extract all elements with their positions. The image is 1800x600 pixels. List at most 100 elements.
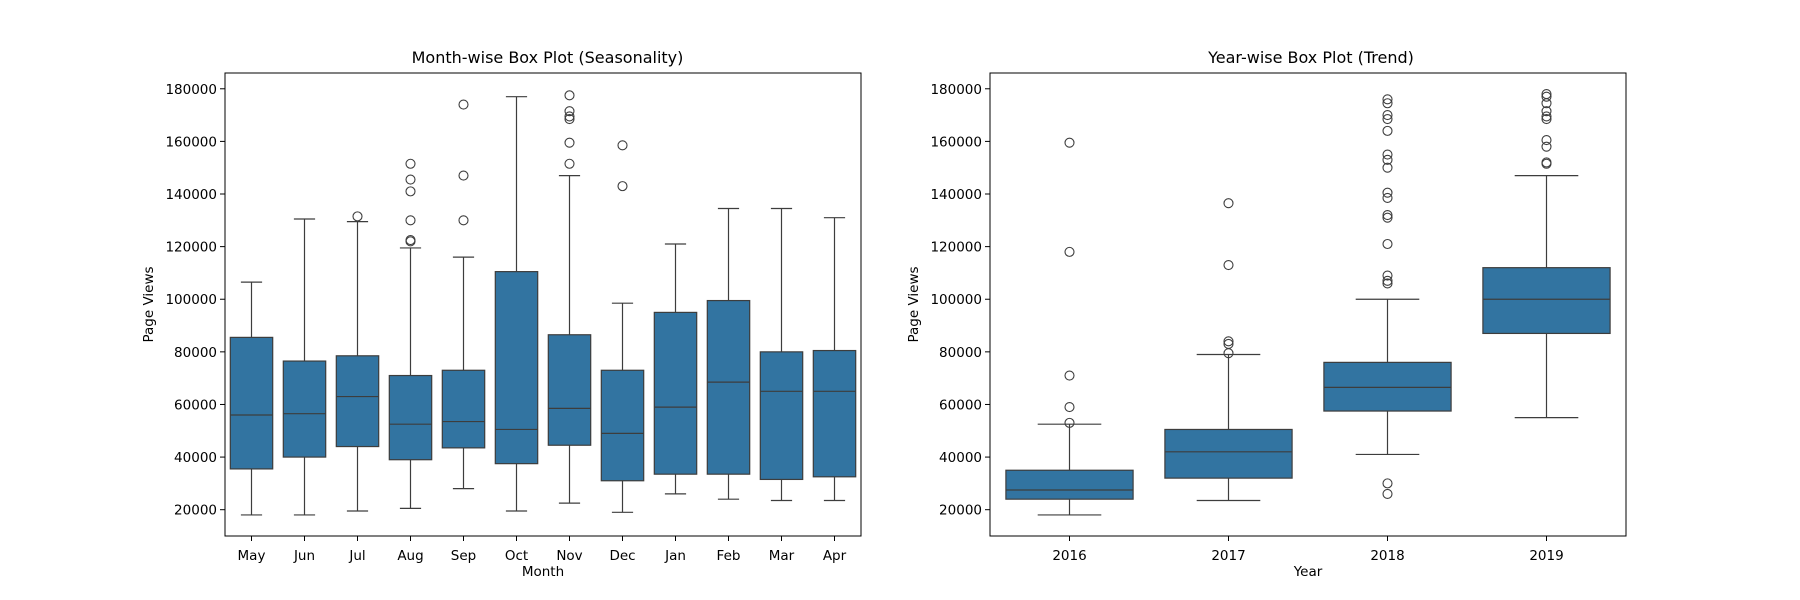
iqr-box [1482,267,1611,335]
box-may [229,281,274,516]
outlier-point [405,234,416,246]
outlier-point [1382,162,1393,173]
outlier-point [1382,278,1393,289]
outlier-point [617,181,628,192]
iqr-box [494,271,539,465]
outlier-point [1382,187,1393,198]
box-aug [388,158,433,509]
axes-frame [989,72,1627,537]
iqr-box [1323,361,1452,412]
outlier-point [564,106,575,117]
x-tick-label: Dec [609,548,635,564]
outlier-point [1064,137,1075,148]
outlier-point [564,111,575,122]
outlier-point [1541,91,1552,102]
iqr-box [441,369,486,449]
box-feb [706,207,751,500]
x-axis-label: Year [1293,564,1323,580]
outlier-point [1382,488,1393,499]
box-2018 [1323,94,1452,499]
box-2019 [1482,88,1611,419]
outlier-point [1541,135,1552,146]
x-tick-label: Jan [664,548,686,564]
x-tick-label: 2018 [1370,548,1404,564]
iqr-box [812,349,857,478]
y-tick-label: 180000 [165,82,217,98]
outlier-point [1223,198,1234,209]
outlier-point [617,140,628,151]
x-tick-label: 2019 [1529,548,1563,564]
x-tick-label: 2017 [1211,548,1245,564]
outlier-point [1382,113,1393,125]
outlier-point [564,158,575,169]
iqr-box [1005,469,1134,500]
x-tick-label: Mar [769,548,795,564]
iqr-box [229,336,274,470]
iqr-box [706,299,751,475]
x-tick-label: 2016 [1052,548,1086,564]
outlier-point [1064,402,1075,413]
box-2017 [1164,198,1293,502]
y-axis-label: Page Views [906,266,922,342]
x-tick-label: Nov [556,548,582,564]
outlier-point [1382,110,1393,121]
x-tick-label: Jun [293,548,315,564]
box-jun [282,218,327,516]
outlier-point [405,174,416,185]
outlier-point [405,215,416,226]
y-tick-label: 160000 [165,134,217,150]
outlier-point [1541,157,1552,168]
y-tick-label: 120000 [930,240,982,256]
x-tick-label: Jul [348,548,365,564]
outlier-point [405,158,416,169]
y-tick-label: 60000 [174,397,217,413]
outlier-point [458,215,469,226]
iqr-box [759,351,804,481]
outlier-point [1541,88,1552,100]
box-sep [441,99,486,490]
x-tick-label: May [238,548,266,564]
y-tick-label: 180000 [930,82,982,98]
box-oct [494,96,539,512]
box-mar [759,207,804,502]
outlier-point [1223,259,1234,271]
iqr-box [547,334,592,446]
outlier-point [352,211,363,222]
outlier-point [1541,106,1552,117]
outlier-point [1382,94,1393,105]
outlier-point [1064,370,1075,381]
outlier-point [1064,246,1075,257]
iqr-box [282,360,327,458]
axes-frame [224,72,862,537]
outlier-point [1223,336,1234,347]
y-tick-label: 80000 [174,345,217,361]
y-tick-label: 140000 [165,187,217,203]
outlier-point [1382,238,1393,250]
y-tick-label: 80000 [939,345,982,361]
outlier-point [564,113,575,125]
y-tick-label: 20000 [939,503,982,519]
x-axis-label: Month [522,564,564,580]
outlier-point [405,186,416,197]
y-tick-label: 40000 [939,450,982,466]
y-tick-label: 100000 [165,292,217,308]
outlier-point [1382,275,1393,286]
outlier-point [564,137,575,148]
x-tick-label: Oct [505,548,528,564]
box-apr [812,217,857,502]
year-wise-box-plot: Year-wise Box Plot (Trend) 20000 40000 600… [906,48,1627,580]
outlier-point [1382,125,1393,136]
y-axis-label: Page Views [141,266,157,342]
outlier-point [1382,192,1393,204]
y-tick-label: 20000 [174,503,217,519]
y-tick-label: 140000 [930,187,982,203]
outlier-point [1541,141,1552,152]
outlier-point [1382,212,1393,223]
outlier-point [1382,270,1393,281]
outlier-point [1382,98,1393,109]
x-tick-label: Sep [451,548,476,564]
plot-area: 20000 40000 60000 80000 100000 120000 140000 16… [930,82,1611,564]
outlier-point [564,90,575,101]
outlier-point [1541,111,1552,122]
